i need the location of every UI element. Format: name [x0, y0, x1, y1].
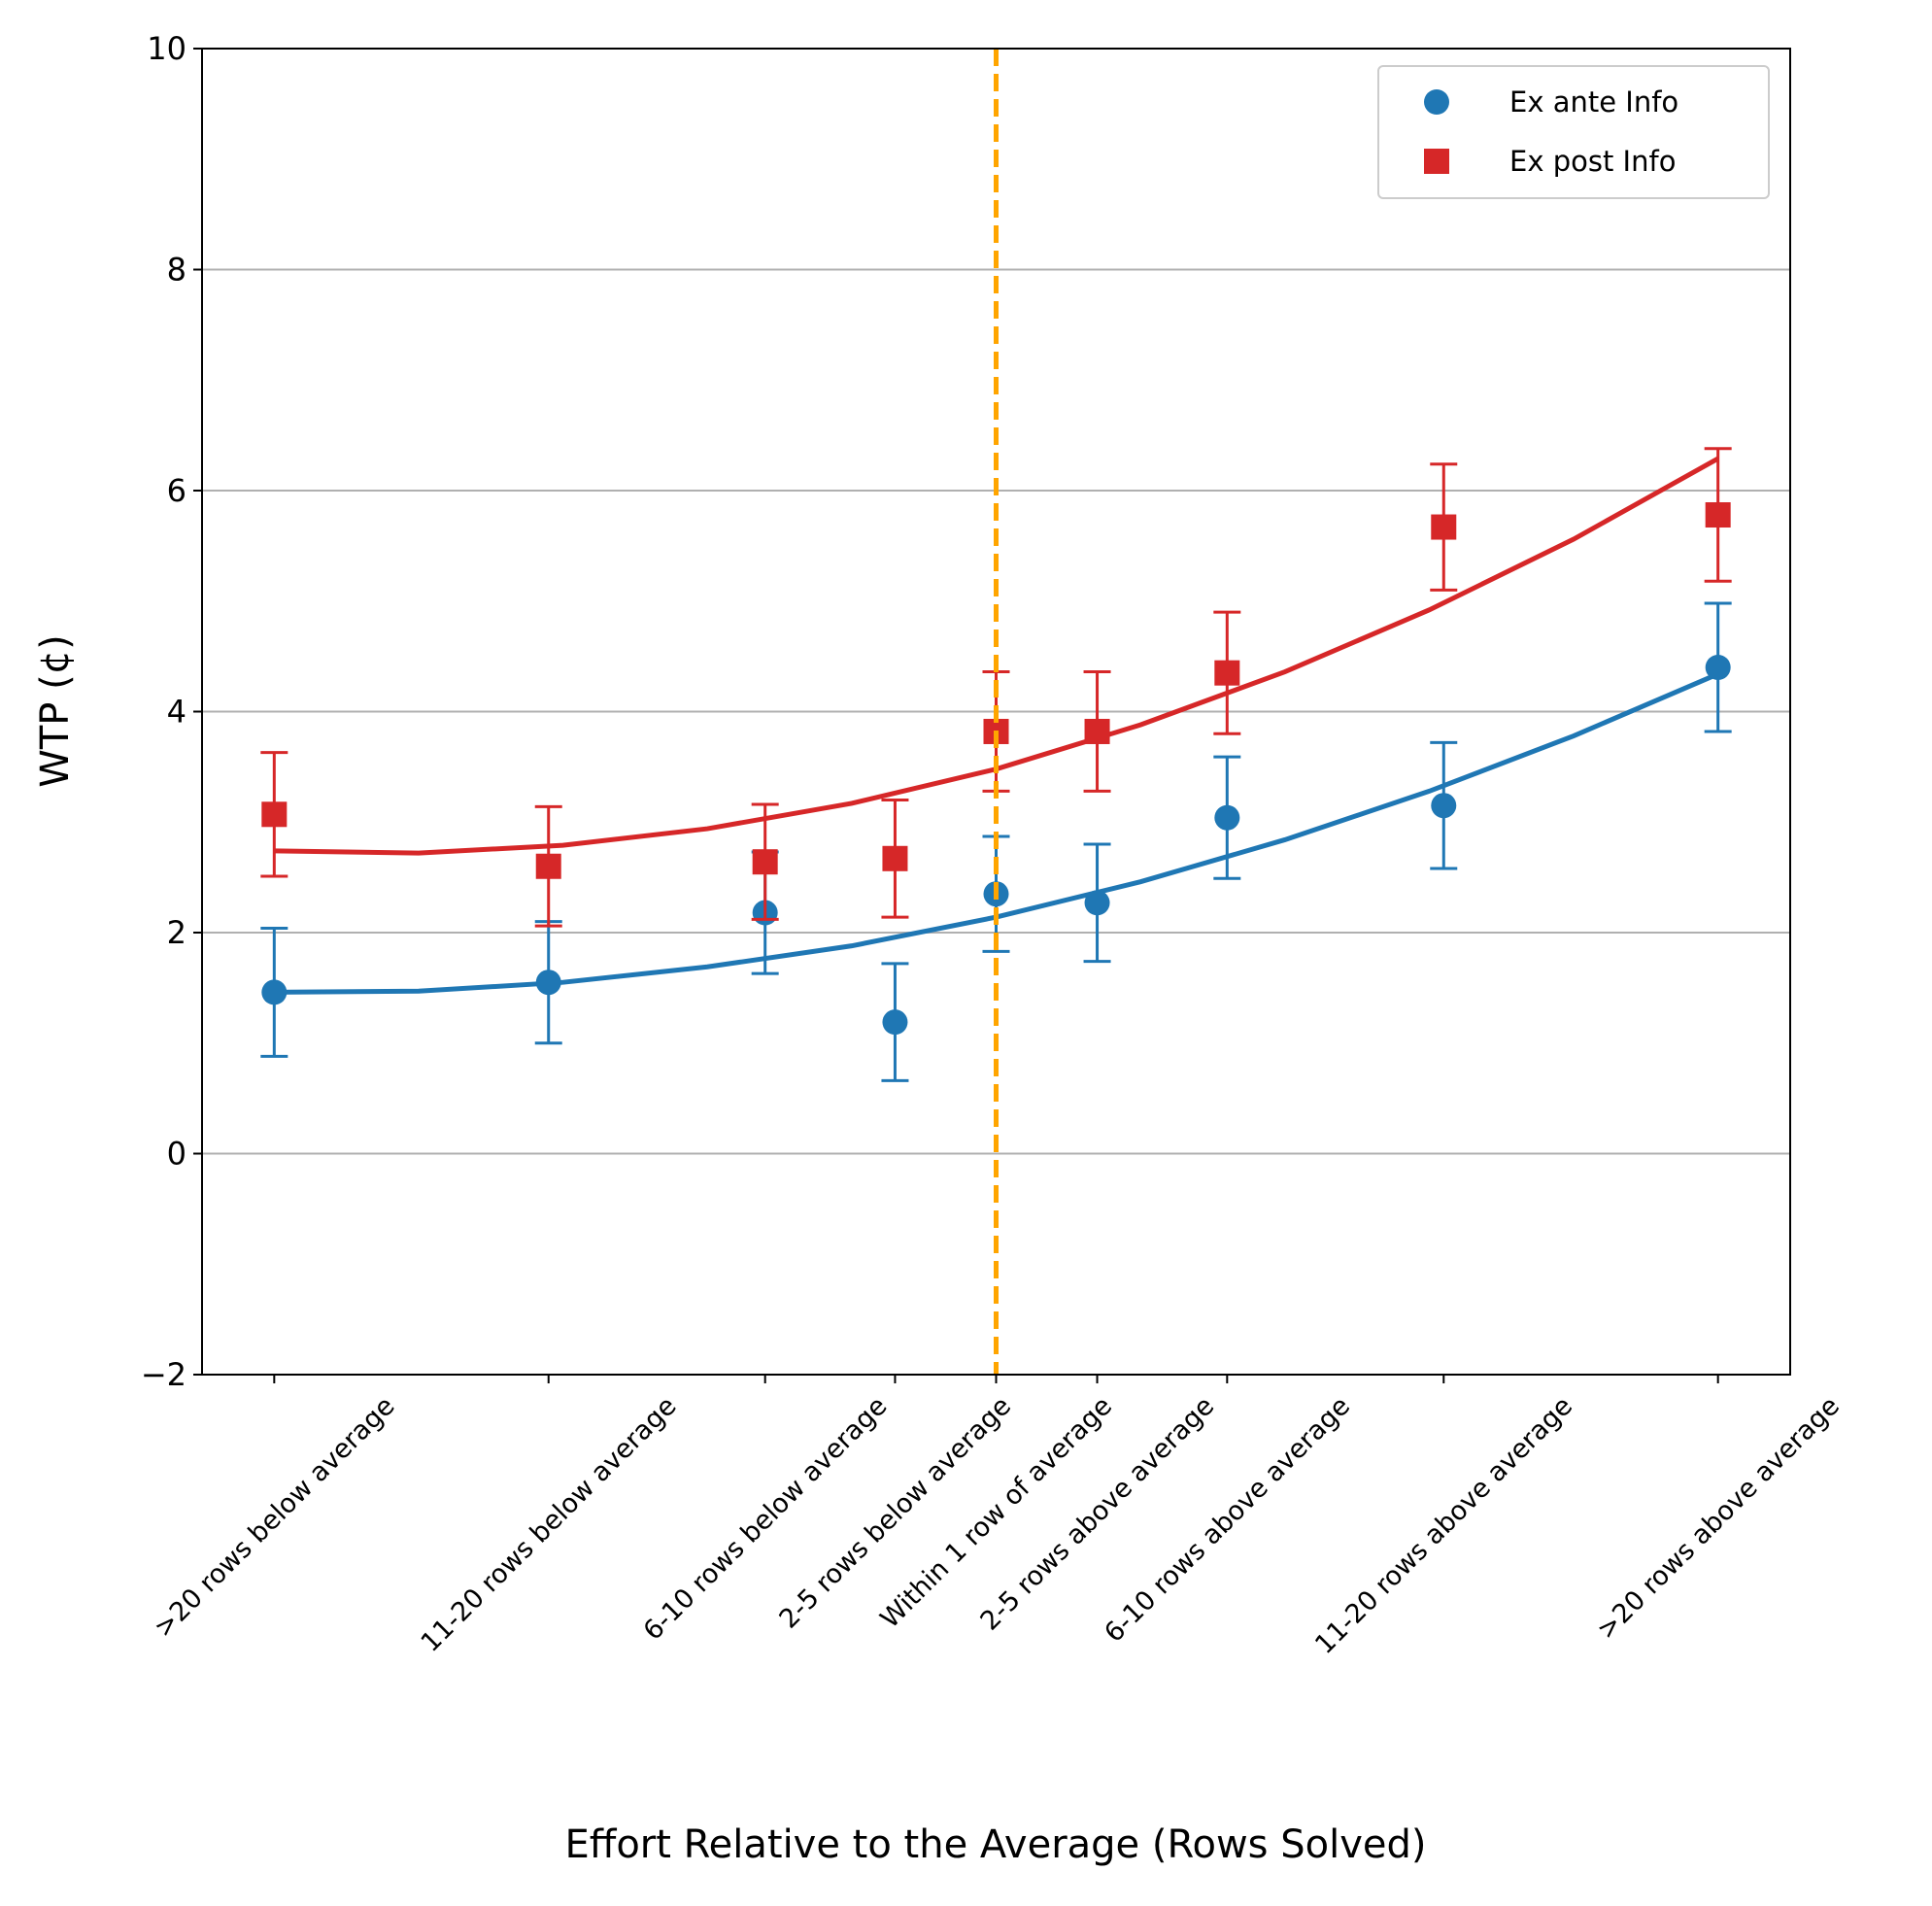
marker [261, 979, 288, 1005]
marker [1705, 655, 1731, 680]
y-tick-label: 4 [167, 694, 186, 731]
legend-label: Ex post Info [1509, 145, 1676, 178]
marker [1084, 890, 1110, 916]
y-tick-label: 0 [167, 1136, 186, 1173]
legend-box [1377, 65, 1770, 199]
legend-marker [1424, 89, 1449, 115]
marker [1214, 660, 1240, 686]
marker [1431, 793, 1457, 819]
y-tick-label: 10 [147, 30, 186, 67]
marker [882, 1009, 908, 1036]
y-tick-label: 8 [167, 252, 186, 289]
y-tick-label: 6 [167, 472, 186, 509]
marker [1431, 514, 1457, 540]
marker [1084, 718, 1110, 744]
marker [752, 849, 778, 875]
marker [535, 970, 561, 996]
marker [1705, 502, 1731, 528]
y-tick-label: 2 [167, 914, 186, 951]
marker [882, 845, 908, 871]
x-axis-label: Effort Relative to the Average (Rows Sol… [565, 1822, 1427, 1867]
legend-marker [1424, 149, 1449, 174]
marker [1214, 804, 1240, 831]
axes-frame [201, 48, 1791, 1376]
legend-label: Ex ante Info [1509, 85, 1678, 119]
marker [535, 853, 561, 879]
marker [261, 801, 288, 828]
y-axis-label: WTP (¢) [33, 634, 78, 787]
y-tick-label: −2 [141, 1356, 186, 1393]
